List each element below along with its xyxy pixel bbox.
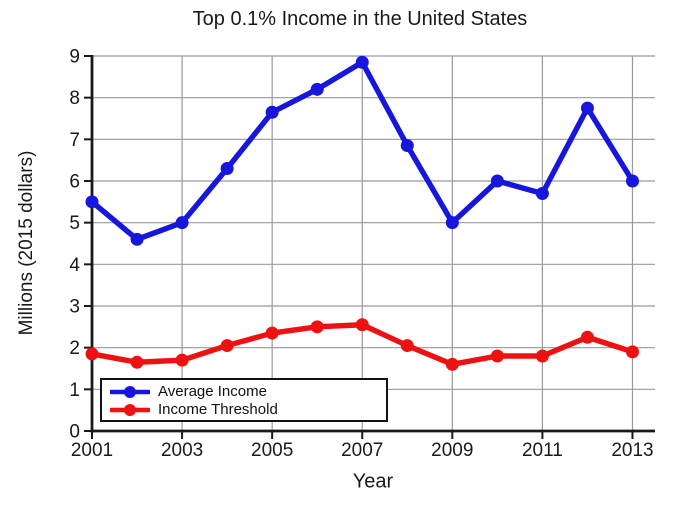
y-tick-label: 2 <box>69 338 80 359</box>
average-income-marker <box>310 82 324 96</box>
average-income-marker <box>130 232 144 246</box>
y-tick-label: 7 <box>69 130 80 151</box>
y-tick-label: 1 <box>69 380 80 401</box>
income-threshold-marker <box>445 357 459 371</box>
income-threshold-marker <box>400 339 414 353</box>
y-tick-label: 5 <box>69 213 80 234</box>
income-threshold-marker <box>490 349 504 363</box>
x-tick-label: 2013 <box>611 440 653 461</box>
x-axis-label: Year <box>352 470 394 493</box>
average-income-marker <box>490 174 504 188</box>
x-tick-label: 2001 <box>71 440 113 461</box>
legend: Average Income Income Threshold <box>100 378 388 422</box>
income-threshold-marker <box>310 320 324 334</box>
average-income-marker <box>625 174 639 188</box>
chart-title: Top 0.1% Income in the United States <box>192 8 528 30</box>
average-income-marker <box>400 139 414 153</box>
y-tick-label: 4 <box>69 255 80 276</box>
x-tick-label: 2009 <box>431 440 473 461</box>
income-threshold-marker <box>265 326 279 340</box>
legend-label-average-income: Average Income <box>158 383 267 400</box>
average-income-marker <box>535 187 549 200</box>
income-threshold-marker <box>175 353 189 367</box>
income-threshold-marker <box>355 318 369 332</box>
x-tick-label: 2011 <box>522 440 563 461</box>
average-income-marker <box>445 216 459 230</box>
y-tick-label: 9 <box>69 47 80 68</box>
income-threshold-marker <box>580 330 594 344</box>
average-income-legend-marker <box>110 386 150 398</box>
y-tick-label: 3 <box>69 297 80 318</box>
average-income-marker <box>175 216 189 230</box>
legend-item-income-threshold: Income Threshold <box>110 401 386 419</box>
average-income-marker <box>220 162 234 175</box>
income-threshold-marker <box>625 345 639 359</box>
legend-item-average-income: Average Income <box>110 383 386 401</box>
x-tick-label: 2005 <box>251 440 293 461</box>
y-tick-label: 0 <box>69 422 80 443</box>
y-axis-label: Millions (2015 dollars) <box>16 150 37 336</box>
income-threshold-marker <box>535 349 549 363</box>
income-threshold-marker <box>85 347 99 361</box>
x-tick-label: 2007 <box>341 440 383 461</box>
income-threshold-marker <box>130 355 144 369</box>
average-income-marker <box>580 101 594 115</box>
income-threshold-legend-marker <box>110 404 150 416</box>
x-tick-label: 2003 <box>161 440 203 461</box>
y-tick-label: 6 <box>69 172 80 193</box>
average-income-marker <box>85 195 99 209</box>
y-tick-label: 8 <box>69 88 80 109</box>
average-income-marker <box>265 105 279 119</box>
legend-label-income-threshold: Income Threshold <box>158 401 278 418</box>
income-threshold-marker <box>220 339 234 353</box>
average-income-marker <box>355 55 369 69</box>
